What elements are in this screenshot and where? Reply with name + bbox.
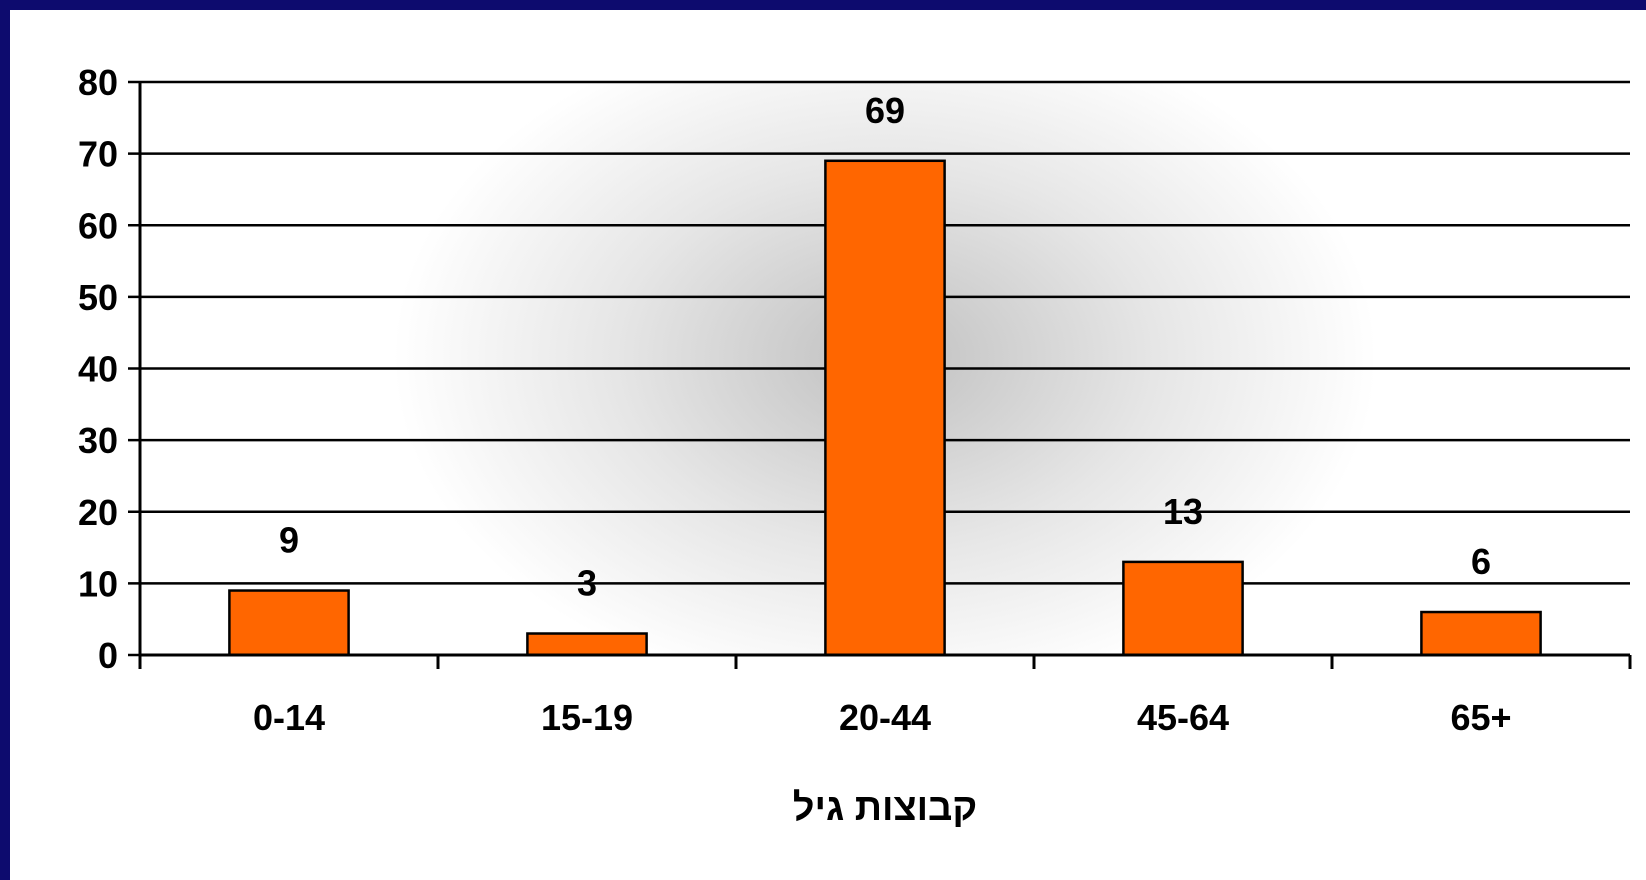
y-tick-label: 30	[78, 420, 118, 461]
data-label: 6	[1471, 541, 1491, 582]
x-tick-label: 65+	[1450, 697, 1511, 738]
y-tick-label: 20	[78, 492, 118, 533]
axes	[138, 82, 1632, 669]
y-tick-label: 40	[78, 349, 118, 390]
data-label: 3	[577, 563, 597, 604]
x-tick-label: 15-19	[541, 697, 633, 738]
y-tick-label: 60	[78, 205, 118, 246]
y-tick-label: 70	[78, 134, 118, 175]
x-tick-label: 0-14	[253, 697, 325, 738]
bar	[228, 589, 350, 657]
bars	[228, 159, 1542, 657]
data-label: 69	[865, 90, 905, 131]
x-tick-labels: 0-14 15-19 20-44 45-64 65+	[253, 697, 1512, 738]
y-tick-label: 50	[78, 277, 118, 318]
x-axis-title: קבוצות גיל	[793, 787, 977, 829]
x-tick-label: 45-64	[1137, 697, 1229, 738]
data-label: 13	[1163, 491, 1203, 532]
data-label: 9	[279, 520, 299, 561]
data-labels: 9 3 69 13 6	[279, 90, 1491, 604]
bar	[1420, 610, 1542, 657]
bar	[1122, 560, 1244, 657]
y-tick-labels: 0 10 20 30 40 50 60 70 80	[78, 62, 118, 676]
bar	[824, 159, 946, 657]
bar	[526, 632, 648, 657]
x-tick-label: 20-44	[839, 697, 931, 738]
y-tick-label: 80	[78, 62, 118, 103]
y-tick-label: 0	[98, 635, 118, 676]
y-tick-label: 10	[78, 563, 118, 604]
